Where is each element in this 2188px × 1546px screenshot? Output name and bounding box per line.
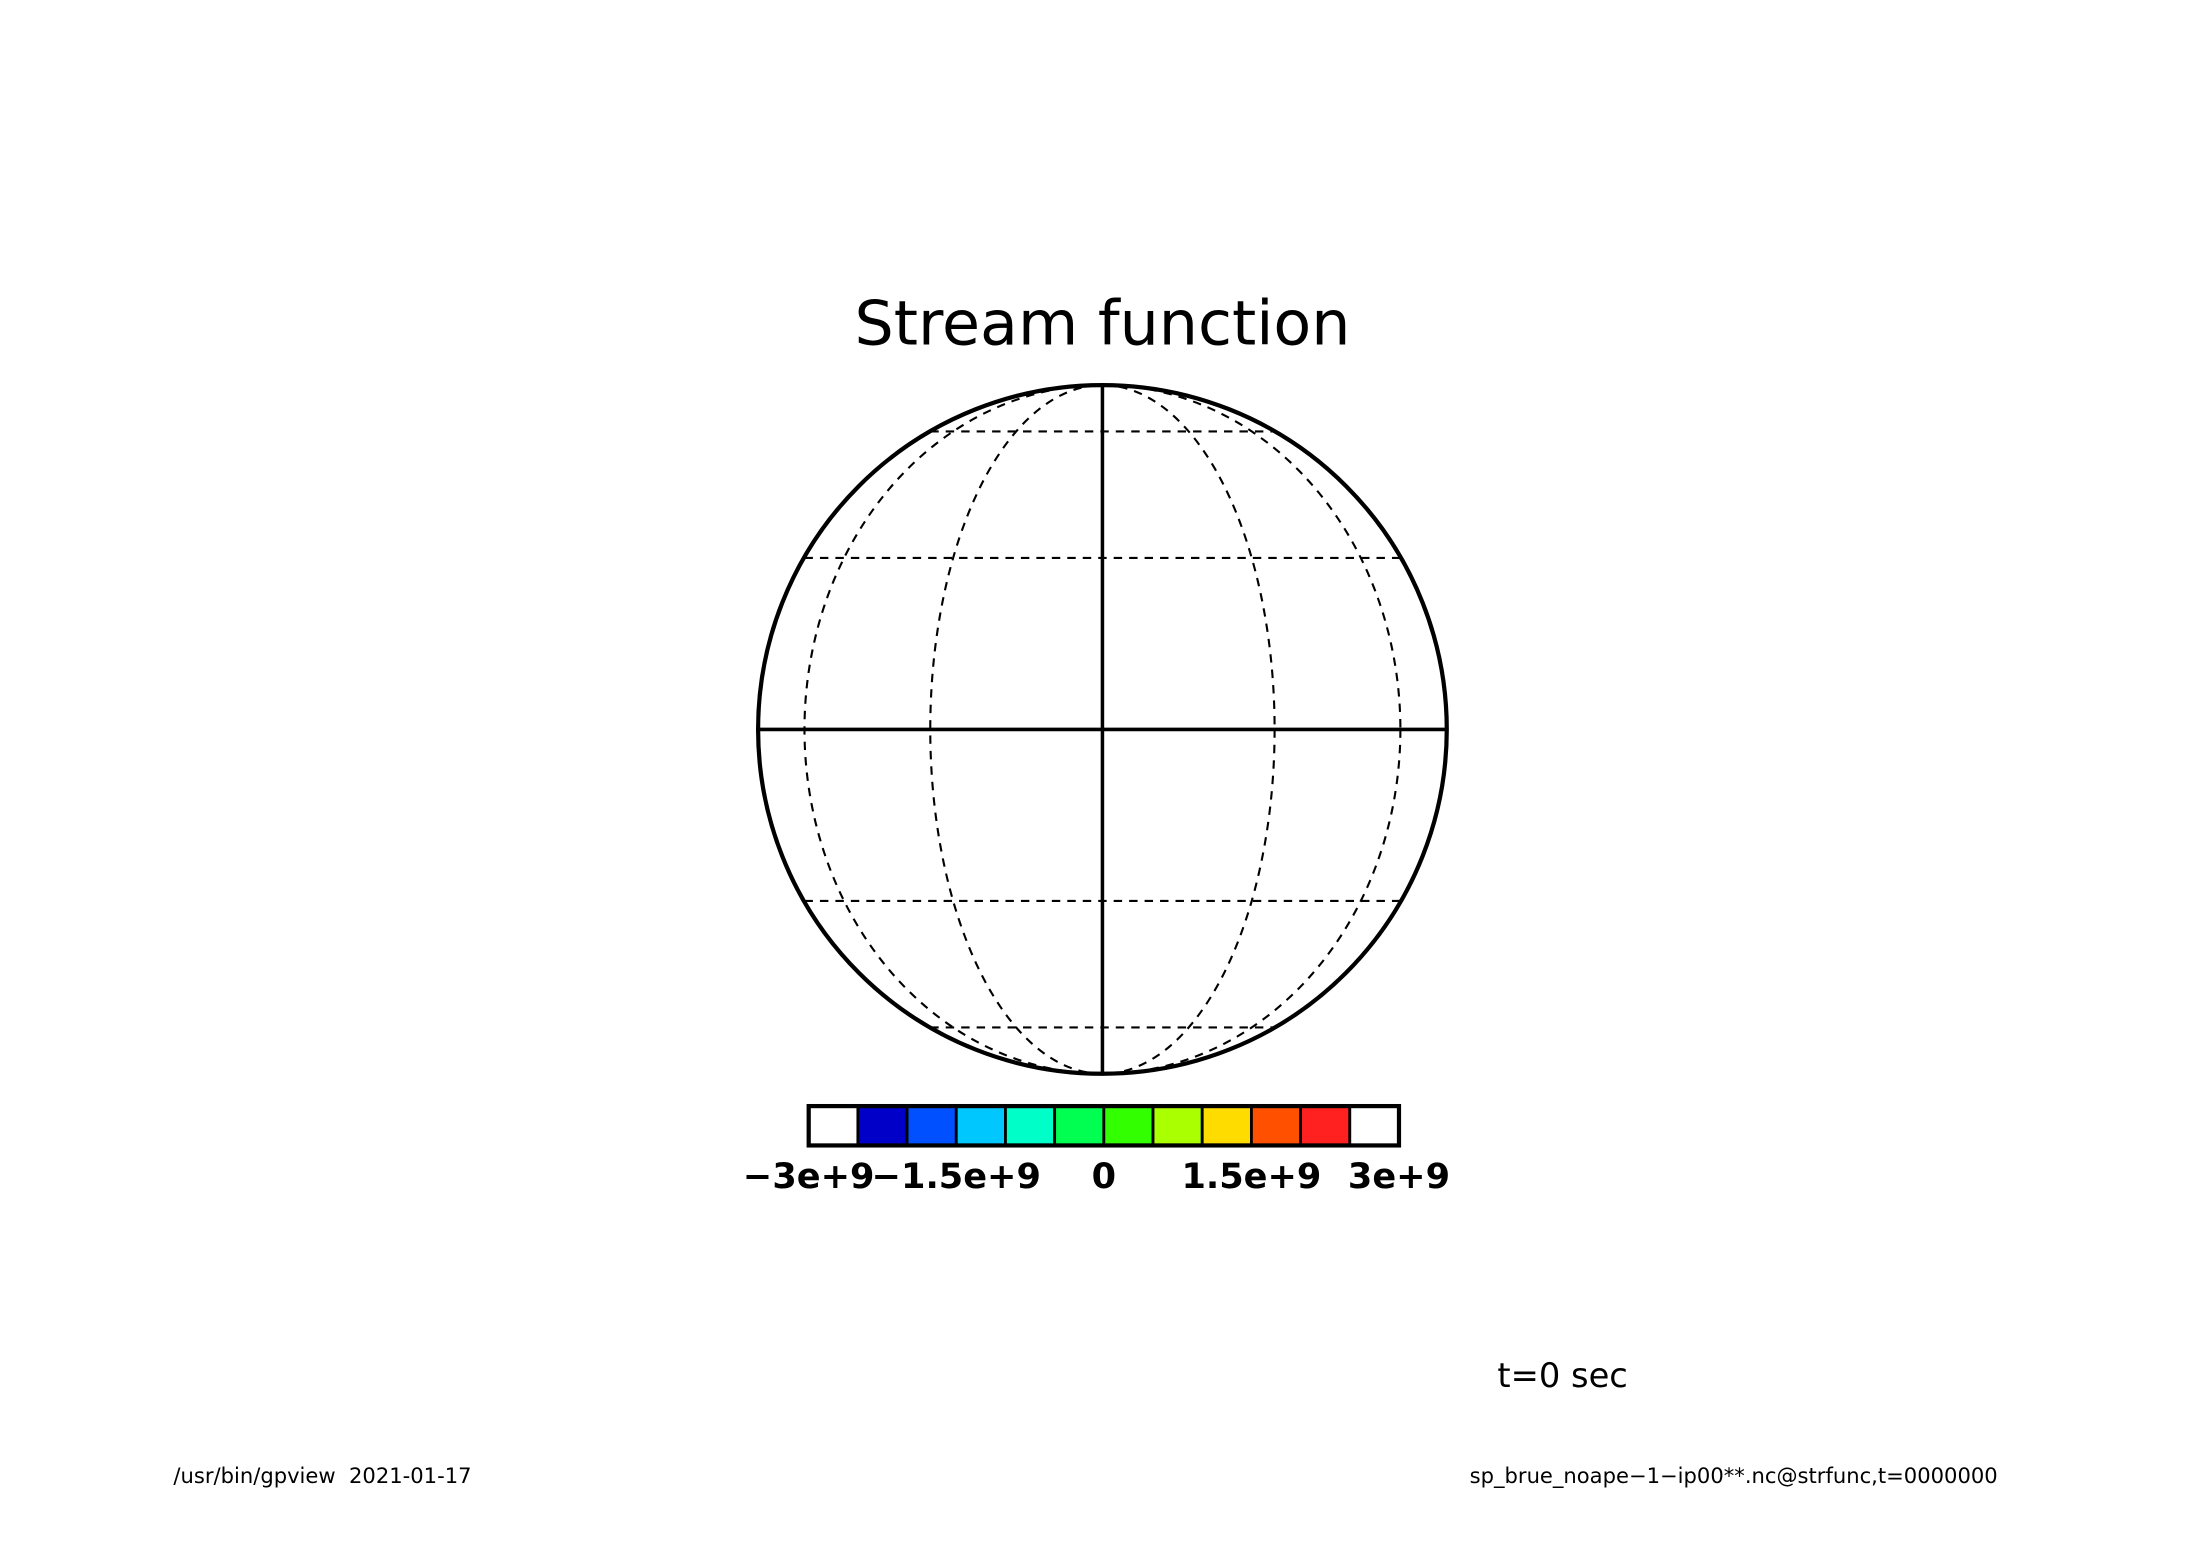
chart-title: Stream function [854, 288, 1350, 360]
colorbar-box [1348, 1104, 1401, 1147]
footer-right: sp_brue_noape−1−ip00**.nc@strfunc,t=0000… [1470, 1463, 1998, 1489]
colorbar-box [1250, 1104, 1303, 1147]
colorbar-box [1102, 1104, 1155, 1147]
colorbar-box [1200, 1104, 1253, 1147]
globe-outline [755, 382, 1449, 1076]
colorbar-tick-label: −1.5e+9 [872, 1156, 1041, 1197]
colorbar-tick-label: −3e+9 [743, 1156, 875, 1197]
colorbar-box [905, 1104, 958, 1147]
colorbar-tick-label: 1.5e+9 [1181, 1156, 1321, 1197]
colorbar: −3e+9−1.5e+9 0 1.5e+9 3e+9 [743, 1103, 1450, 1197]
colorbar-box [1151, 1104, 1204, 1147]
colorbar-box [1299, 1104, 1352, 1147]
annotation: t=0 sec [1497, 1356, 1628, 1395]
footer-left: /usr/bin/gpview 2021-01-17 [173, 1463, 471, 1488]
colorbar-box [856, 1104, 909, 1147]
colorbar-frame [806, 1103, 1402, 1148]
colorbar-box [807, 1104, 860, 1147]
colorbar-tick-label: 3e+9 [1348, 1156, 1450, 1197]
colorbar-box [1004, 1104, 1057, 1147]
colorbar-tick-label: 0 [1092, 1156, 1116, 1197]
colorbar-box [1053, 1104, 1106, 1147]
globe [755, 382, 1449, 1076]
colorbar-box [954, 1104, 1007, 1147]
